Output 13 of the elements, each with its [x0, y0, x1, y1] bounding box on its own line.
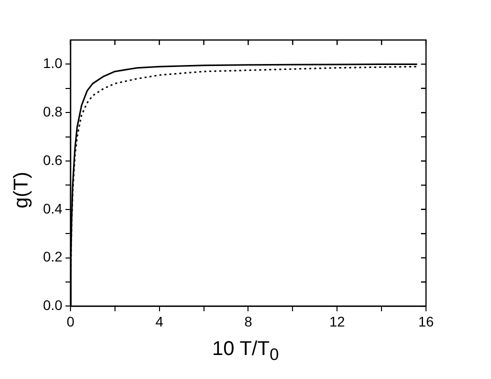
- x-tick-label: 4: [155, 313, 164, 330]
- x-tick-label: 0: [66, 313, 75, 330]
- x-axis-title: 10 T/T$_{0}$: [211, 338, 280, 365]
- y-tick-label: 0.8: [42, 103, 63, 120]
- y-tick-label: 0.6: [42, 152, 63, 168]
- y-axis-title: g(T): [10, 172, 34, 208]
- x-tick-label: 16: [418, 313, 434, 330]
- x-tick-label: 12: [329, 313, 346, 330]
- x-tick-label: 8: [244, 313, 252, 330]
- y-tick-label: 0.2: [42, 248, 63, 265]
- text: 0.0: [42, 297, 62, 314]
- y-tick-label: 1.0: [42, 55, 63, 72]
- y-tick-label: 0.4: [42, 200, 63, 216]
